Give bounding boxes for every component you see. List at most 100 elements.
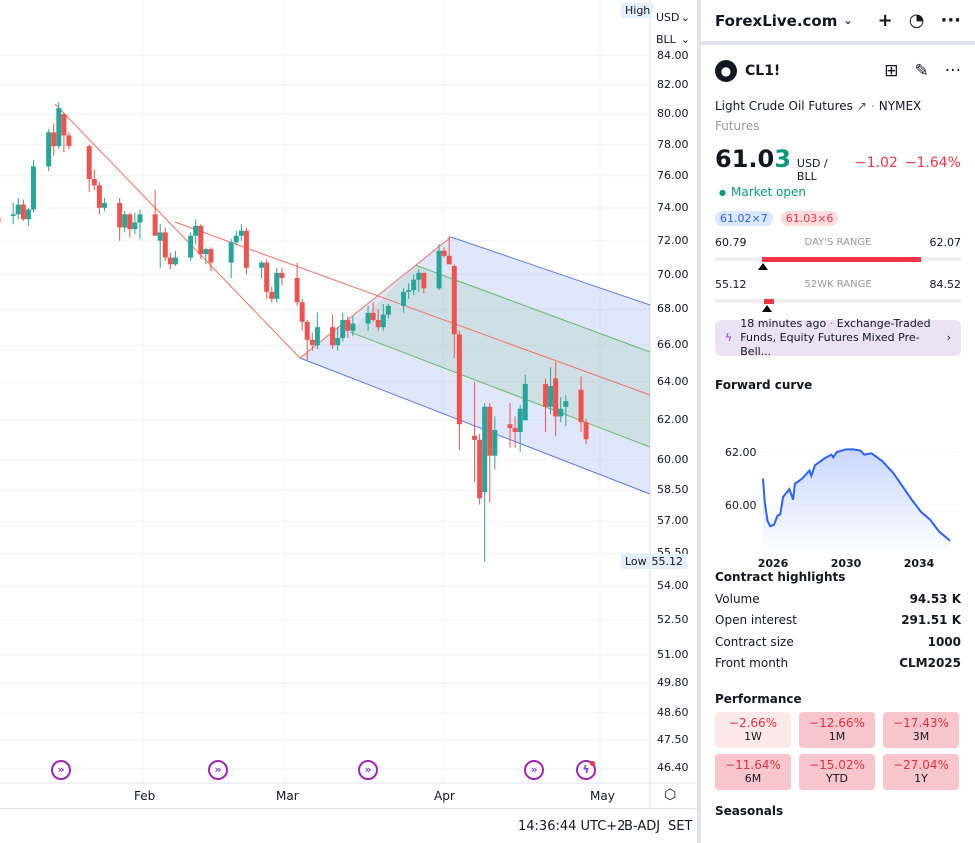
more-icon[interactable]: ··· <box>944 61 961 81</box>
candle <box>309 332 315 351</box>
highlight-row: Volume 94.53 K <box>715 588 961 610</box>
price-change: −1.02 <box>854 155 898 171</box>
grid-icon[interactable]: ⊞ <box>884 61 899 81</box>
performance-1M[interactable]: −12.66% 1M <box>799 712 875 748</box>
candle <box>411 274 417 296</box>
candle <box>543 378 549 432</box>
news-item[interactable]: ϟ 18 minutes ago · Exchange-Traded Funds… <box>715 317 961 358</box>
currency-select[interactable]: USD ⌄ <box>652 8 694 28</box>
performance-YTD[interactable]: −15.02% YTD <box>799 754 875 790</box>
candle <box>314 312 320 349</box>
candle <box>15 198 21 220</box>
candle <box>375 309 381 331</box>
candle <box>279 267 285 285</box>
chart-area[interactable]: 84.00 82.00 80.00 78.00 76.00 74.00 72.00 70.00… <box>0 0 697 808</box>
candle <box>193 219 199 245</box>
candle <box>304 320 310 360</box>
price-chart[interactable] <box>0 0 697 808</box>
external-link-icon[interactable]: ↗ <box>856 99 867 113</box>
chevron-down-icon[interactable]: ⌄ <box>843 14 853 27</box>
price-tick: 51.00 <box>657 647 689 661</box>
highlight-value: 94.53 K <box>909 591 961 606</box>
candle <box>243 227 249 275</box>
edit-icon[interactable]: ✎ <box>914 61 929 81</box>
bid-badge: 61.02×7 <box>715 211 773 226</box>
price-tick: 72.00 <box>657 233 689 247</box>
watchlist-select[interactable]: ForexLive.com <box>715 11 838 30</box>
performance-6M[interactable]: −11.64% 6M <box>715 754 791 790</box>
52wk-range: 55.12 52WK RANGE 84.52 <box>715 278 961 320</box>
price-tick: 68.00 <box>657 302 689 316</box>
dividend-event-icon[interactable]: » <box>524 760 544 780</box>
candle <box>86 144 92 192</box>
candle <box>203 247 209 265</box>
performance-1Y[interactable]: −27.04% 1Y <box>883 754 959 790</box>
x-tick: 2034 <box>904 557 935 567</box>
range-label: DAY'S RANGE <box>804 237 872 248</box>
symbol: CL1! <box>745 63 781 79</box>
candle <box>472 382 478 482</box>
candle <box>482 403 488 562</box>
pie-chart-icon[interactable]: ◔ <box>908 10 925 31</box>
highlight-value: 291.51 K <box>901 613 961 628</box>
candle <box>96 182 102 215</box>
ask-badge: 61.03×6 <box>780 211 839 226</box>
price-tick: 78.00 <box>657 137 689 151</box>
news-time: 18 minutes ago <box>740 317 827 330</box>
month-label: Feb <box>134 789 156 803</box>
dividend-event-icon[interactable]: » <box>51 760 71 780</box>
x-tick: 2030 <box>831 557 862 567</box>
highlight-value: CLM2025 <box>899 656 961 671</box>
candle <box>563 395 569 427</box>
currency-value: USD <box>656 11 680 24</box>
candle <box>61 112 67 153</box>
unit-select[interactable]: BLL ⌄ <box>652 30 694 50</box>
settings-icon[interactable]: ⬡ <box>664 787 677 803</box>
curve-line <box>761 448 951 542</box>
adjustment-toggle[interactable]: B-ADJ <box>624 819 661 834</box>
clock[interactable]: 14:36:44 UTC+2 <box>518 819 626 834</box>
candle <box>167 252 173 270</box>
candle <box>25 207 31 226</box>
price-tick: 57.00 <box>657 514 689 528</box>
bottom-toolbar: 14:36:44 UTC+2 B-ADJ SET <box>0 808 697 843</box>
dividend-event-icon[interactable]: » <box>208 760 228 780</box>
candle <box>162 227 168 261</box>
candle <box>157 224 163 268</box>
candle <box>578 376 584 432</box>
candle <box>370 302 376 322</box>
session-toggle[interactable]: SET <box>668 819 693 834</box>
highlight-row: Open interest 291.51 K <box>715 610 961 632</box>
y-tick: 60.00 <box>725 499 757 512</box>
performance-value: −27.04% <box>893 758 949 772</box>
pitchfork-inner <box>350 265 650 447</box>
instrument-type: Futures <box>715 119 760 133</box>
price-tick: 54.00 <box>657 579 689 593</box>
chevron-right-icon: › <box>946 331 951 344</box>
last-price-digit: 3 <box>774 145 791 173</box>
candle <box>299 298 305 331</box>
chevron-down-icon: ⌄ <box>680 11 690 24</box>
month-label: May <box>590 789 615 803</box>
candle <box>380 304 386 331</box>
seasonals-title: Seasonals <box>715 804 784 818</box>
add-icon[interactable]: + <box>877 10 893 31</box>
candle <box>345 316 351 338</box>
forward-curve-chart[interactable]: 62.00 60.00 2026 2030 2034 <box>701 392 975 567</box>
candle <box>558 397 564 423</box>
dividend-event-icon[interactable]: » <box>358 760 378 780</box>
candle <box>46 129 52 172</box>
candle <box>553 361 559 436</box>
candle <box>522 374 528 421</box>
candle <box>117 198 123 241</box>
lightning-event-icon[interactable]: ϟ <box>576 760 596 780</box>
candle <box>365 305 371 331</box>
more-icon[interactable]: ··· <box>940 10 961 31</box>
performance-3M[interactable]: −17.43% 3M <box>883 712 959 748</box>
price-tick: 74.00 <box>657 200 689 214</box>
performance-1W[interactable]: −2.66% 1W <box>715 712 791 748</box>
price-tick: 76.00 <box>657 168 689 182</box>
candle <box>487 403 493 503</box>
candle <box>451 264 457 359</box>
range-high: 62.07 <box>929 236 962 249</box>
